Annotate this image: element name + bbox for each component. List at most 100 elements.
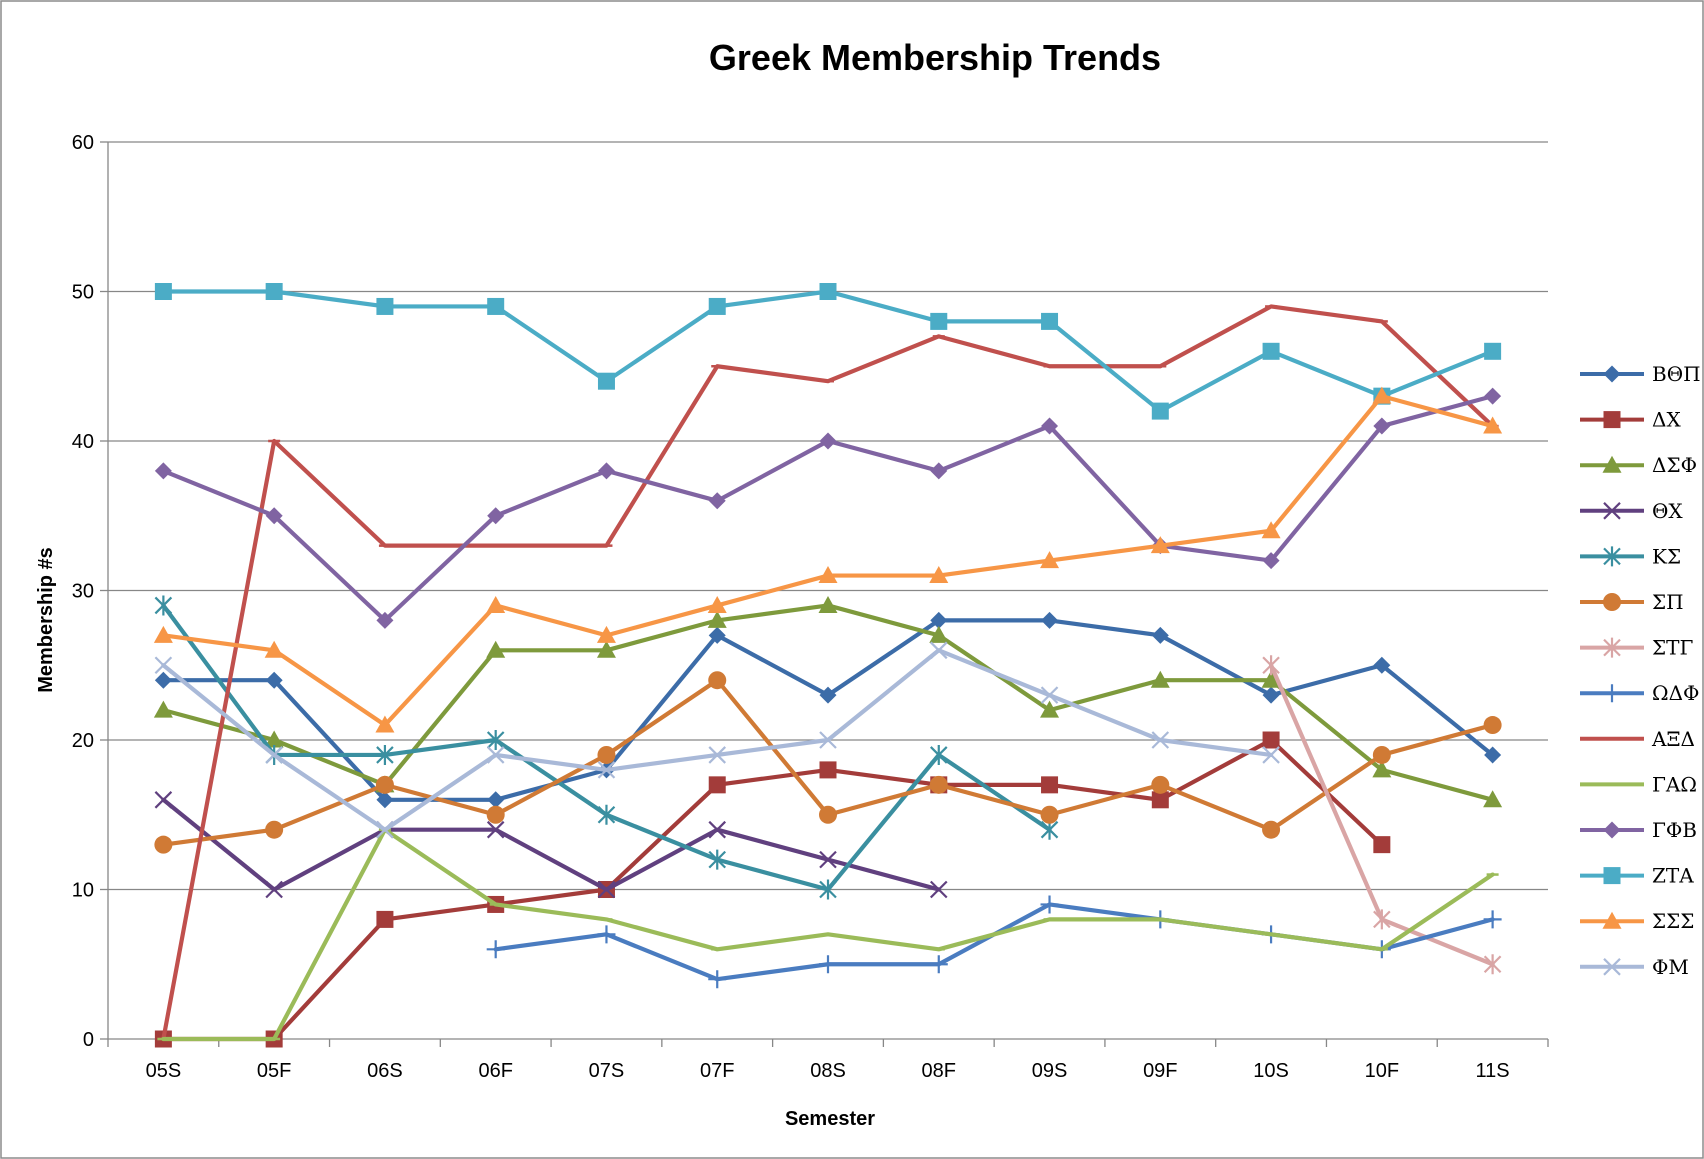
legend-entry-5: ΣΠ: [1580, 590, 1684, 614]
point-13-10S: [1262, 746, 1280, 764]
legend-label-5: ΣΠ: [1652, 590, 1684, 614]
legend-label-9: ΓΑΩ: [1652, 772, 1697, 796]
point-0-06F: [487, 791, 505, 809]
series-12: [153, 386, 1503, 733]
series-group: [153, 283, 1503, 1048]
x-tick-label-10F: 10F: [1365, 1060, 1399, 1082]
legend-label-10: ΓΦΒ: [1652, 818, 1697, 842]
point-6-11S: [1483, 954, 1502, 975]
x-tick-label-05S: 05S: [146, 1060, 182, 1082]
legend-label-4: ΚΣ: [1652, 544, 1681, 568]
point-11-06F: [487, 297, 505, 315]
x-tick-label-11S: 11S: [1476, 1060, 1510, 1082]
point-13-07F: [708, 746, 727, 764]
legend-marker-2: [1602, 455, 1622, 473]
legend-label-8: ΑΞΔ: [1651, 727, 1695, 751]
point-10-11S: [1484, 387, 1502, 405]
point-0-10F: [1373, 656, 1391, 674]
point-7-07S: [597, 925, 616, 944]
point-7-11S: [1483, 910, 1502, 929]
legend-entry-7: ΩΔΦ: [1580, 681, 1699, 705]
point-10-07S: [597, 462, 615, 480]
legend-label-13: ΦΜ: [1652, 955, 1689, 979]
legend-entry-1: ΔΧ: [1580, 408, 1681, 432]
y-tick-label-60: 60: [72, 132, 94, 154]
point-10-07F: [708, 492, 726, 510]
point-0-07F: [708, 626, 726, 644]
point-7-08S: [819, 955, 837, 974]
legend-entry-9: ΓΑΩ: [1580, 772, 1697, 796]
point-5-07F: [708, 671, 727, 690]
point-1-09S: [1041, 776, 1059, 794]
y-tick-label-0: 0: [83, 1029, 94, 1051]
x-tick-label-08F: 08F: [922, 1060, 956, 1082]
point-2-09F: [1150, 670, 1170, 688]
legend-marker-0: [1603, 365, 1621, 383]
legend-label-7: ΩΔΦ: [1652, 681, 1699, 705]
y-tick-label-40: 40: [72, 431, 94, 453]
point-5-05S: [154, 835, 173, 854]
point-10-09S: [1041, 417, 1059, 435]
point-12-06F: [486, 595, 506, 613]
legend-label-6: ΣΤΓ: [1652, 636, 1693, 660]
series-13: [154, 641, 1280, 839]
point-3-07F: [708, 820, 727, 839]
point-0-09F: [1151, 626, 1169, 644]
point-13-05S: [154, 656, 173, 675]
point-6-10F: [1373, 909, 1391, 930]
point-11-08F: [930, 312, 948, 330]
legend-entry-13: ΦΜ: [1580, 955, 1689, 979]
point-12-10S: [1261, 521, 1281, 539]
y-tick-label-20: 20: [72, 730, 94, 752]
point-12-09F: [1150, 536, 1170, 554]
legend-marker-13: [1603, 958, 1621, 976]
point-2-11S: [1483, 790, 1503, 808]
point-13-06S: [376, 820, 394, 839]
point-11-10S: [1262, 342, 1280, 360]
point-0-10S: [1262, 686, 1280, 704]
point-5-10S: [1262, 820, 1281, 839]
legend-marker-4: [1603, 546, 1621, 567]
point-1-10S: [1262, 731, 1280, 749]
point-11-05S: [154, 283, 172, 300]
y-tick-label-30: 30: [72, 581, 94, 603]
point-2-08S: [818, 595, 838, 613]
point-4-05S: [154, 595, 173, 616]
point-2-07S: [596, 640, 616, 658]
point-5-11S: [1483, 716, 1502, 735]
legend: ΒΘΠ ΔΧ ΔΣΦ ΘΧ ΚΣ ΣΠ ΣΤΓ ΩΔΦ ΑΞΔ ΓΑΩ ΓΦΒ ΖΤΑ ΣΣΣ ΦΜ: [1580, 362, 1701, 979]
point-12-08F: [929, 566, 949, 584]
point-11-09S: [1041, 312, 1059, 330]
point-10-06F: [487, 507, 505, 525]
series-5: [154, 671, 1502, 854]
point-13-05F: [265, 746, 283, 764]
legend-label-11: ΖΤΑ: [1652, 864, 1694, 888]
series-6: [1262, 655, 1502, 975]
point-11-08S: [819, 283, 837, 300]
point-4-07S: [597, 804, 616, 825]
point-5-08S: [819, 805, 837, 824]
series-line-1-0: [161, 737, 1384, 1042]
point-13-06F: [486, 746, 505, 764]
point-1-09F: [1151, 791, 1169, 809]
point-7-09S: [1040, 895, 1059, 914]
point-5-09F: [1151, 775, 1170, 794]
point-2-10S: [1261, 670, 1281, 688]
point-12-06S: [375, 715, 395, 733]
point-3-06F: [486, 820, 505, 839]
point-0-08F: [930, 611, 948, 629]
x-tick-label-06S: 06S: [367, 1060, 403, 1082]
point-0-11S: [1484, 746, 1502, 764]
point-13-07S: [597, 761, 616, 779]
legend-label-3: ΘΧ: [1652, 499, 1683, 523]
point-12-08S: [818, 566, 838, 584]
point-13-08F: [929, 641, 948, 660]
legend-marker-5: [1603, 593, 1621, 611]
legend-entry-2: ΔΣΦ: [1580, 453, 1697, 477]
point-6-10S: [1262, 655, 1280, 676]
legend-label-2: ΔΣΦ: [1652, 453, 1697, 477]
point-4-08S: [819, 879, 837, 900]
point-12-07F: [707, 595, 727, 613]
point-10-05S: [154, 462, 172, 480]
